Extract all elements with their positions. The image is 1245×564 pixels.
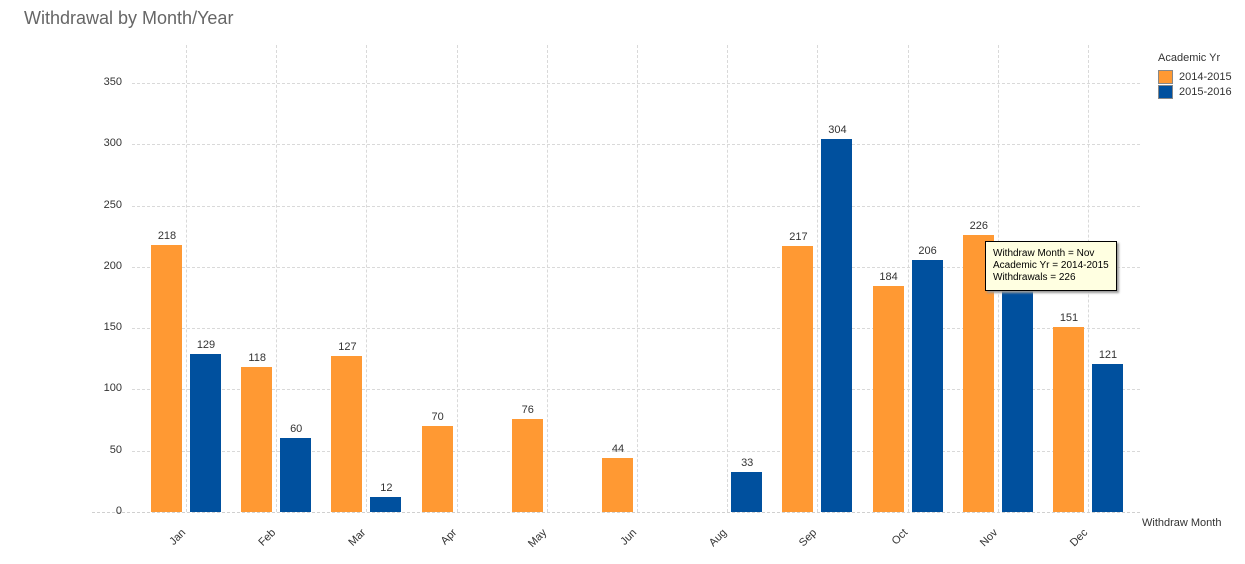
plot-area: 218 129 118 60 127 12 70 76 44 33 217 304 184 206 226 1… [92, 45, 1140, 513]
bar-jun-2014-2015[interactable] [602, 458, 633, 512]
bar-oct-2014-2015[interactable] [872, 286, 904, 512]
x-axis-label: Withdraw Month [1142, 517, 1222, 529]
gridline [132, 389, 1140, 391]
bar-value-label: 121 [1098, 348, 1118, 361]
gridline [132, 205, 1140, 207]
x-axis-line [92, 512, 1140, 513]
bar-value-label: 12 [380, 482, 393, 495]
bar-value-label: 226 [969, 219, 988, 232]
y-tick-label: 100 [103, 382, 122, 395]
bar-value-label: 304 [828, 124, 847, 137]
bar-mar-2015-2016[interactable] [370, 497, 402, 512]
legend-item-2014-2015[interactable]: 2014-2015 [1158, 69, 1232, 84]
y-tick-label: 350 [103, 76, 122, 88]
bar-value-label: 60 [290, 423, 303, 436]
x-tick-label: May [525, 526, 550, 550]
bar-value-label: 184 [879, 271, 898, 284]
gridline [817, 45, 819, 512]
x-tick-label: Feb [256, 526, 279, 549]
y-tick-label: 250 [103, 198, 122, 211]
chart-title: Withdrawal by Month/Year [24, 8, 234, 28]
bar-apr-2014-2015[interactable] [421, 426, 453, 512]
bar-mar-2014-2015[interactable] [331, 356, 363, 512]
bar-sep-2015-2016[interactable] [821, 139, 853, 512]
bar-value-label: 217 [789, 231, 808, 244]
gridline [907, 45, 909, 512]
bar-value-label: 206 [918, 244, 937, 257]
x-tick-label: Dec [1067, 526, 1091, 550]
gridline [546, 45, 548, 512]
x-tick-label: Mar [346, 526, 369, 549]
y-tick-label: 150 [103, 321, 122, 334]
legend-title: Academic Yr [1158, 52, 1221, 64]
bar-value-label: 70 [431, 411, 444, 424]
gridline [132, 266, 1140, 268]
bar-value-label: 151 [1059, 311, 1079, 324]
x-tick-label: Jan [167, 526, 189, 548]
gridline [186, 45, 187, 512]
gridline [132, 450, 1140, 452]
bar-dec-2014-2015[interactable] [1053, 326, 1084, 512]
bar-value-label: 218 [157, 229, 177, 242]
x-tick-label: Nov [977, 526, 1001, 550]
bar-sep-2014-2015[interactable] [782, 246, 814, 512]
bar-feb-2015-2016[interactable] [280, 438, 312, 512]
x-tick-label: Jun [618, 526, 640, 548]
gridline [132, 328, 1140, 330]
gridline [366, 45, 368, 512]
bar-jan-2014-2015[interactable] [151, 244, 182, 512]
bar-nov-2015-2016[interactable] [1001, 279, 1033, 512]
legend-swatch-icon [1158, 69, 1173, 84]
bar-value-label: 33 [741, 456, 754, 469]
y-tick-label: 200 [103, 259, 122, 272]
x-tick-label: Apr [438, 526, 459, 548]
legend-item-2015-2016[interactable]: 2015-2016 [1158, 84, 1232, 99]
x-tick-label: Aug [707, 526, 730, 550]
tooltip: Withdraw Month = Nov Academic Yr = 2014-… [985, 241, 1117, 291]
gridline [132, 144, 1140, 146]
y-tick-label: 0 [115, 505, 122, 517]
x-tick-label: Oct [889, 526, 910, 548]
legend: Academic Yr 2014-2015 2015-2016 [1158, 52, 1232, 99]
bar-jan-2015-2016[interactable] [190, 353, 221, 512]
bar-value-label: 129 [196, 338, 216, 351]
x-tick-label: Sep [797, 526, 820, 550]
bar-value-label: 76 [521, 403, 534, 416]
gridline [132, 83, 1140, 84]
bar-feb-2014-2015[interactable] [241, 367, 273, 512]
bar-value-label: 44 [611, 443, 625, 456]
gridline [276, 45, 278, 512]
gridline [456, 45, 458, 512]
gridline [637, 45, 638, 512]
bar-value-label: 118 [248, 352, 266, 365]
y-tick-label: 50 [109, 443, 122, 456]
bar-dec-2015-2016[interactable] [1092, 363, 1123, 512]
gridline [727, 45, 729, 512]
y-tick-label: 300 [103, 137, 122, 150]
bar-may-2014-2015[interactable] [511, 418, 543, 512]
bar-oct-2015-2016[interactable] [911, 259, 943, 512]
bar-aug-2015-2016[interactable] [731, 471, 763, 512]
bar-value-label: 127 [338, 341, 357, 354]
legend-swatch-icon [1158, 84, 1173, 99]
